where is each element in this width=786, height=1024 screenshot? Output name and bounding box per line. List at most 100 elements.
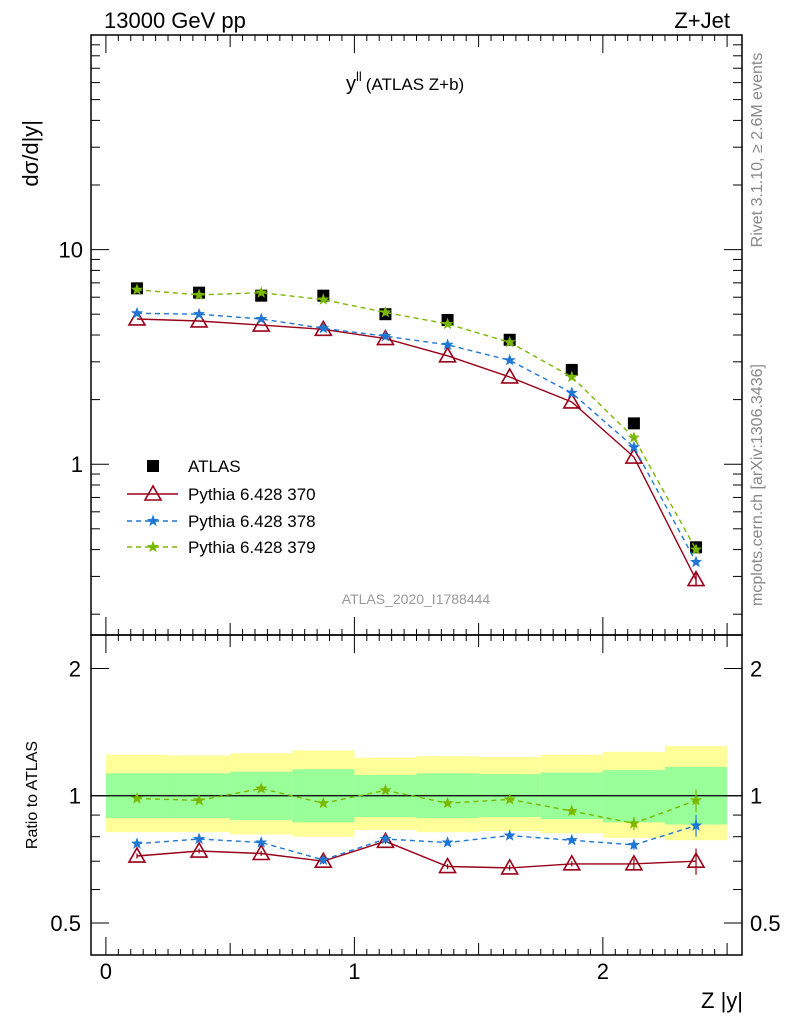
analysis-label: ATLAS_2020_I1788444 [342,591,491,607]
ratio-data-point [127,846,147,863]
mcplots-label: mcplots.cern.ch [arXiv:1306.3436] [749,364,766,606]
ratio-y-tick-label-right: 0.5 [750,911,781,936]
legend: ATLAS Pythia 6.428 370 Pythia 6.428 378 Pyt… [127,457,316,557]
header-process-label: Z+Jet [674,8,730,33]
data-point [189,311,209,328]
ratio-data-point [255,836,268,848]
series-1 [127,309,706,587]
ratio-data-point [251,843,271,861]
data-point [503,335,516,348]
data-point [130,306,144,319]
series-3 [130,283,703,555]
main-plot-title-sup: ll [356,69,362,84]
ratio-data-point [689,819,703,831]
ratio-data-point [503,793,516,805]
ratio-y-tick-label-left: 1 [69,784,81,809]
ratio-data-point [624,854,644,871]
ratio-data-point [130,792,144,804]
ratio-data-point [500,858,520,875]
legend-label: Pythia 6.428 370 [188,485,316,504]
data-point [441,338,454,350]
ratio-data-point [317,796,330,809]
ratio-data-point [379,832,392,845]
ratio-y-tick-label-right: 1 [750,784,762,809]
data-point [503,353,516,366]
ratio-data-point [379,783,392,796]
ratio-y-tick-label-left: 0.5 [50,911,81,936]
ratio-data-point [193,832,206,845]
ratio-data-point [189,841,209,858]
main-plot-ylabel: dσ/d|y| [18,120,43,187]
x-tick-label: 0 [100,959,112,984]
ratio-data-point [565,833,578,846]
ratio-y-tick-label-right: 2 [750,656,762,681]
ratio-plot: 0.5 0.5 1 1 2 2 0 1 2 Ratio to ATLAS Z |y| [24,634,781,1013]
legend-label: Pythia 6.428 379 [188,538,316,557]
main-plot-title-main: y [346,73,356,95]
ratio-plot-ylabel: Ratio to ATLAS [24,741,41,849]
ratio-data-point [441,796,454,809]
legend-entry: Pythia 6.428 378 [127,512,316,531]
ratio-data-point [627,838,640,851]
legend-marker [146,514,160,527]
ratio-data-point [317,853,330,866]
ratio-data-point [193,794,206,806]
ratio-series-0 [127,831,706,875]
header-energy-label: 13000 GeV pp [104,8,246,33]
data-point [255,286,268,298]
data-point [130,283,144,295]
data-point [562,392,582,409]
ratio-data-point [130,837,144,849]
data-point [565,370,578,383]
legend-marker [146,540,160,553]
ratio-data-point [686,851,706,869]
legend-label: Pythia 6.428 378 [188,512,316,531]
data-point [624,447,644,464]
ratio-plot-xlabel: Z |y| [701,988,743,1013]
ratio-data-point [438,856,457,874]
data-point [689,555,703,568]
main-plot: 1 10 dσ/d|y| yll (ATLAS Z+b) ATLAS_2020_I1… [18,34,743,636]
ratio-series-2 [130,782,703,830]
ratio-data-point [441,836,454,848]
x-tick-label: 1 [348,959,360,984]
series-line [136,289,697,550]
legend-label: ATLAS [188,457,241,476]
data-point [565,363,578,376]
ratio-series-1 [130,815,703,866]
y-tick-label: 1 [71,452,83,477]
ratio-data-point [627,817,640,829]
x-tick-label: 2 [597,959,609,984]
main-plot-title: yll (ATLAS Z+b) [346,69,464,95]
main-plot-ticks: 1 10 [59,34,742,635]
data-point [565,386,578,399]
y-tick-label: 10 [59,238,83,263]
ratio-data-point [565,804,578,817]
data-point [127,309,147,326]
ratio-plot-ticks: 0.5 0.5 1 1 2 2 0 1 2 [50,635,781,984]
legend-entry: Pythia 6.428 379 [127,538,316,557]
legend-marker [147,460,159,472]
legend-marker [143,484,163,501]
data-point [251,315,271,332]
data-point [379,329,392,342]
data-point [627,440,640,453]
data-point [193,307,206,320]
data-point [317,321,330,334]
ratio-data-point [503,829,516,841]
data-point [376,328,395,346]
ratio-data-point [255,782,268,794]
data-point [627,431,640,443]
legend-entry: Pythia 6.428 370 [127,484,316,504]
series-2 [130,306,703,568]
legend-entry: ATLAS [147,457,241,476]
data-point [627,417,640,430]
ratio-data-point [313,851,333,869]
ratio-plot-series [127,782,706,875]
data-point [500,367,520,384]
series-line [136,312,697,563]
ratio-series-line [136,787,697,825]
series-line [136,318,697,580]
data-point [379,305,392,318]
